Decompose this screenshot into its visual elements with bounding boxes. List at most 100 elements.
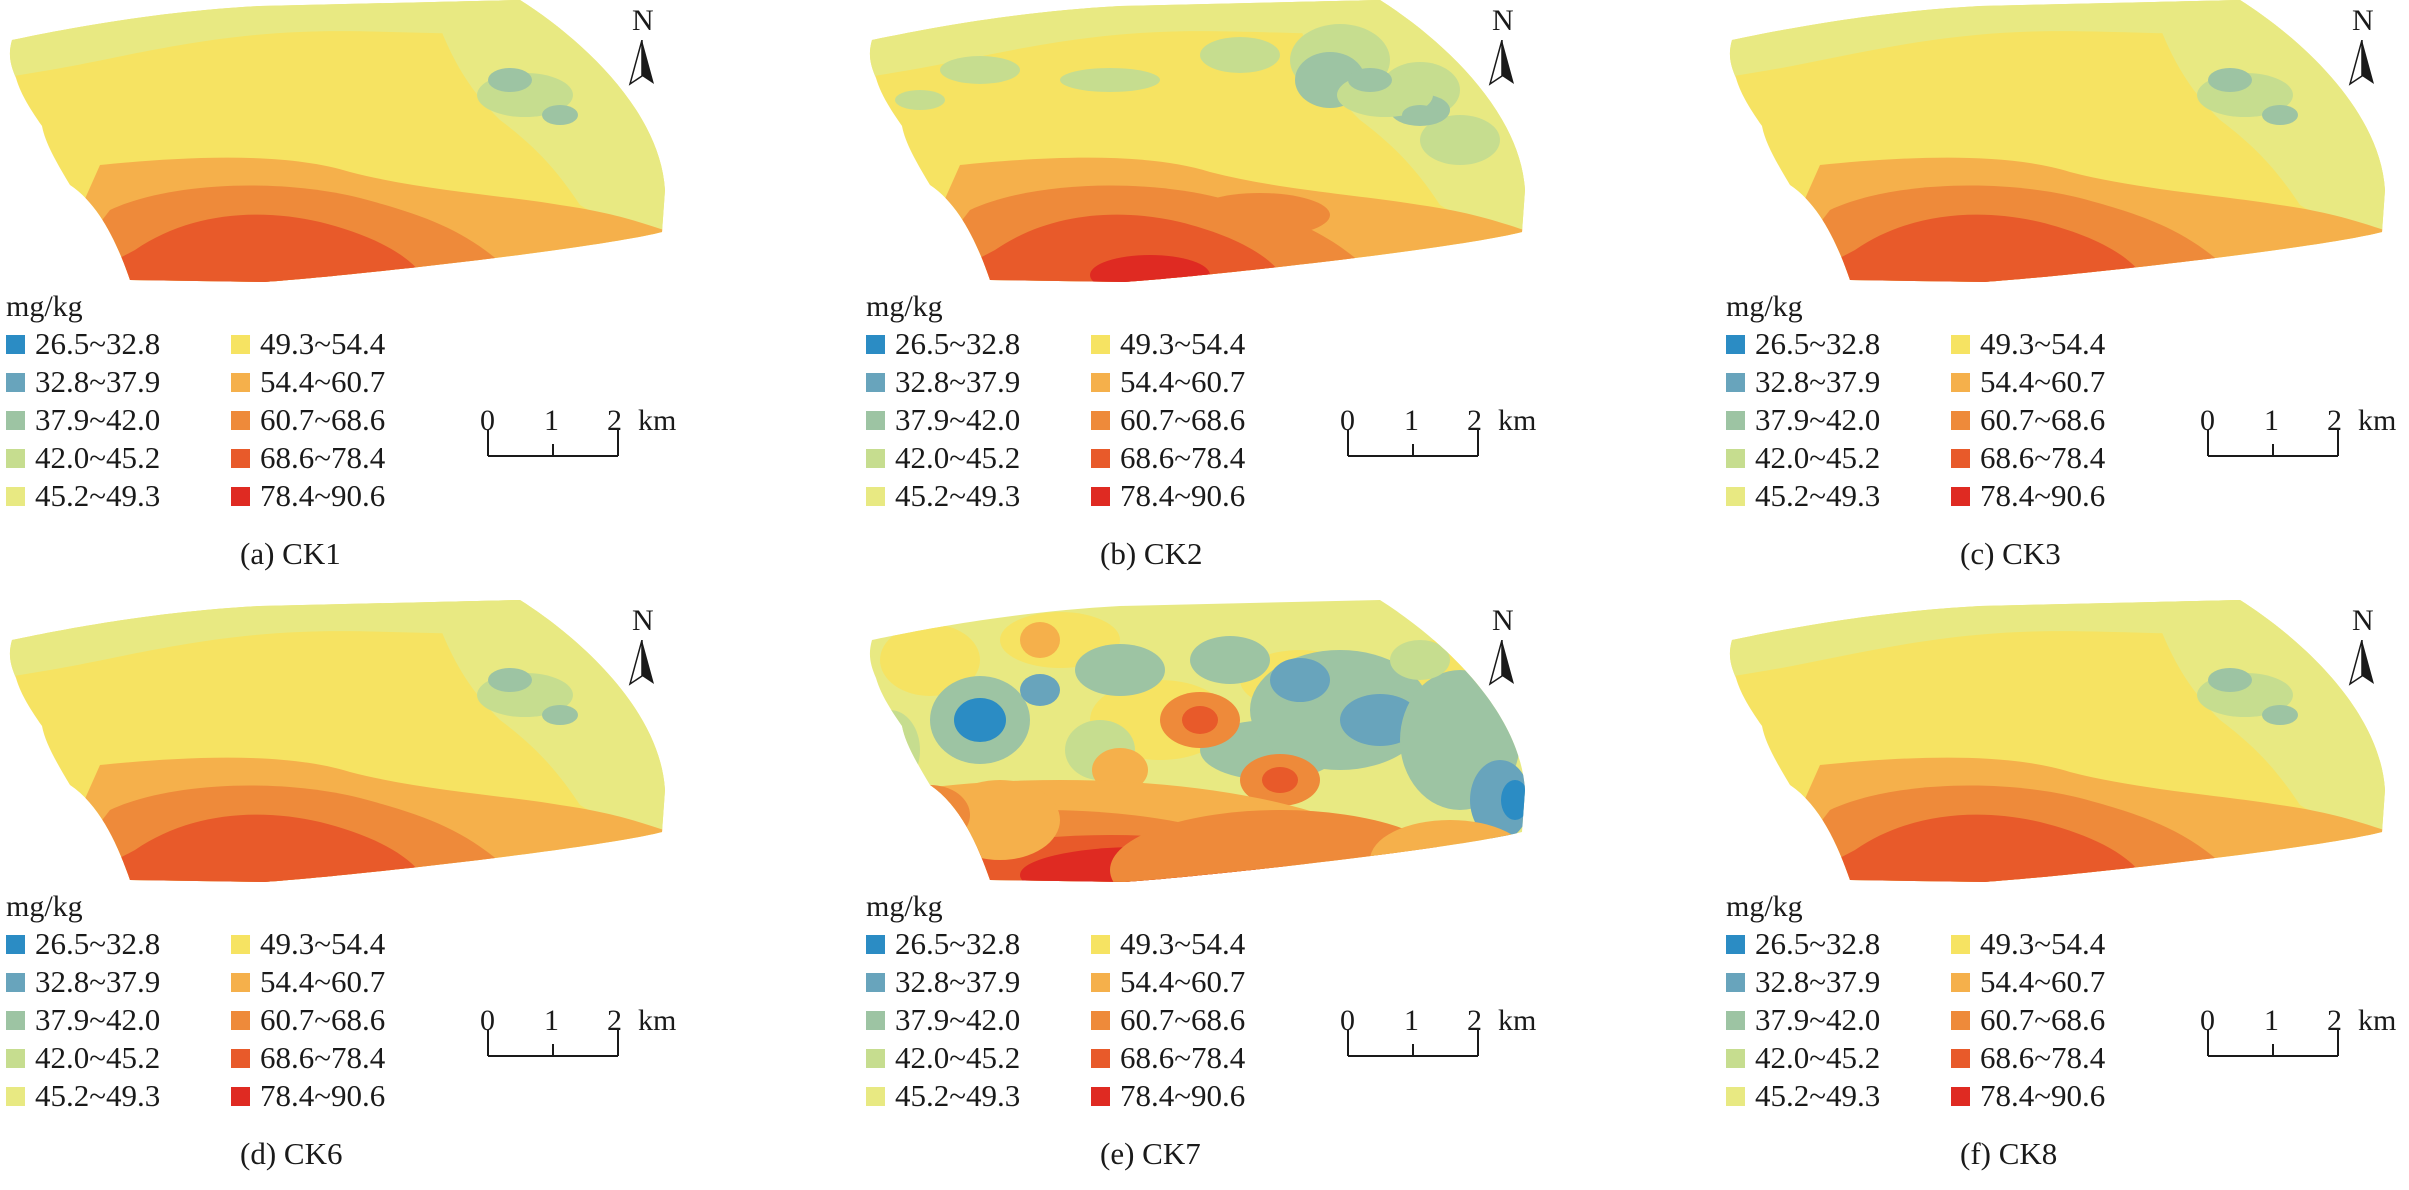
legend-swatch: [1726, 410, 1745, 430]
legend-swatch: [1726, 972, 1745, 992]
north-label: N: [1492, 604, 1514, 637]
legend-label: 37.9~42.0: [1755, 1002, 1881, 1037]
legend-label: 45.2~49.3: [35, 1078, 161, 1113]
legend-swatch: [231, 1010, 250, 1030]
legend-swatch: [1726, 486, 1745, 506]
legend-label: 37.9~42.0: [35, 402, 161, 437]
legend-swatch: [1951, 372, 1970, 392]
legend-item: 78.4~90.6: [1951, 477, 2105, 515]
legend-label: 26.5~32.8: [1755, 926, 1881, 961]
legend-item: 37.9~42.0: [1726, 401, 1880, 439]
scale-tick-label: 0: [2200, 1004, 2215, 1037]
legend-label: 37.9~42.0: [35, 1002, 161, 1037]
north-arrow-icon: N: [626, 606, 666, 690]
legend-item: 42.0~45.2: [6, 439, 160, 477]
map-b: [869, 0, 1526, 282]
legend-label: 54.4~60.7: [260, 364, 386, 399]
legend-label: 78.4~90.6: [1120, 478, 1246, 513]
legend-swatch: [1091, 410, 1110, 430]
legend-swatch: [1091, 1010, 1110, 1030]
north-arrow-icon: N: [2346, 6, 2386, 90]
scale-tick-label: 1: [2264, 1004, 2279, 1037]
legend-swatch: [1091, 1048, 1110, 1068]
legend-item: 32.8~37.9: [866, 963, 1020, 1001]
legend-item: 49.3~54.4: [231, 325, 385, 363]
legend-item: 37.9~42.0: [6, 1001, 160, 1039]
scale-tick-label: 0: [1340, 404, 1355, 437]
legend-item: 49.3~54.4: [1091, 925, 1245, 963]
legend: 26.5~32.8 32.8~37.9 37.9~42.0 42.0~45.2 45.2…: [1726, 925, 2156, 1115]
legend-item: 68.6~78.4: [231, 1039, 385, 1077]
legend-item: 37.9~42.0: [866, 1001, 1020, 1039]
legend-label: 42.0~45.2: [35, 440, 161, 475]
scale-bar: 0 1 2 km: [2198, 1004, 2409, 1064]
legend-item: 60.7~68.6: [231, 401, 385, 439]
legend-label: 49.3~54.4: [260, 926, 386, 961]
legend-label: 45.2~49.3: [895, 478, 1021, 513]
legend-label: 54.4~60.7: [1980, 364, 2106, 399]
legend-swatch: [6, 1048, 25, 1068]
legend-item: 78.4~90.6: [231, 1077, 385, 1115]
legend-label: 68.6~78.4: [1120, 1040, 1246, 1075]
legend-swatch: [6, 448, 25, 468]
legend-item: 26.5~32.8: [866, 925, 1020, 963]
legend-item: 54.4~60.7: [1951, 363, 2105, 401]
legend-label: 49.3~54.4: [1120, 326, 1246, 361]
scale-bar: 0 1 2 km: [478, 1004, 708, 1064]
north-arrow-icon: N: [1486, 6, 1526, 90]
legend-label: 42.0~45.2: [1755, 1040, 1881, 1075]
legend-label: 60.7~68.6: [1120, 402, 1246, 437]
legend-item: 45.2~49.3: [1726, 1077, 1880, 1115]
map-f: [1729, 600, 2386, 882]
legend-label: 32.8~37.9: [35, 964, 161, 999]
scale-unit: km: [638, 404, 677, 437]
map-c: [1729, 0, 2386, 282]
legend-item: 49.3~54.4: [1951, 925, 2105, 963]
north-label: N: [2352, 604, 2374, 637]
north-arrow-icon: N: [2346, 606, 2386, 690]
legend-swatch: [1091, 448, 1110, 468]
scale-bar: 0 1 2 km: [1338, 1004, 1568, 1064]
legend-label: 42.0~45.2: [1755, 440, 1881, 475]
map-e: [869, 600, 1526, 882]
legend-swatch: [1726, 372, 1745, 392]
legend-item: 42.0~45.2: [866, 439, 1020, 477]
legend-item: 49.3~54.4: [1951, 325, 2105, 363]
legend-swatch: [6, 972, 25, 992]
legend-item: 45.2~49.3: [6, 1077, 160, 1115]
legend-label: 26.5~32.8: [35, 326, 161, 361]
legend-item: 68.6~78.4: [1951, 1039, 2105, 1077]
legend-swatch: [1951, 1010, 1970, 1030]
legend-swatch: [866, 410, 885, 430]
legend: 26.5~32.8 32.8~37.9 37.9~42.0 42.0~45.2 45.2…: [6, 325, 436, 515]
legend-swatch: [1091, 486, 1110, 506]
legend-label: 54.4~60.7: [1120, 964, 1246, 999]
legend-label: 68.6~78.4: [1980, 440, 2106, 475]
legend-swatch: [1091, 372, 1110, 392]
legend-item: 78.4~90.6: [1091, 1077, 1245, 1115]
legend-item: 54.4~60.7: [231, 963, 385, 1001]
legend-swatch: [231, 410, 250, 430]
legend: 26.5~32.8 32.8~37.9 37.9~42.0 42.0~45.2 45.2…: [1726, 325, 2156, 515]
legend-item: 60.7~68.6: [231, 1001, 385, 1039]
legend-item: 45.2~49.3: [866, 1077, 1020, 1115]
legend-swatch: [231, 1086, 250, 1106]
legend-label: 78.4~90.6: [260, 1078, 386, 1113]
legend-label: 42.0~45.2: [895, 1040, 1021, 1075]
scale-tick-label: 1: [1404, 1004, 1419, 1037]
legend-unit: mg/kg: [6, 290, 83, 323]
legend-swatch: [1951, 448, 1970, 468]
scale-tick-label: 2: [2327, 404, 2342, 437]
legend-swatch: [866, 934, 885, 954]
legend-item: 78.4~90.6: [1951, 1077, 2105, 1115]
legend-swatch: [231, 486, 250, 506]
legend-swatch: [866, 448, 885, 468]
legend-unit: mg/kg: [866, 290, 943, 323]
legend-swatch: [866, 1048, 885, 1068]
legend-label: 26.5~32.8: [895, 326, 1021, 361]
legend-item: 37.9~42.0: [1726, 1001, 1880, 1039]
